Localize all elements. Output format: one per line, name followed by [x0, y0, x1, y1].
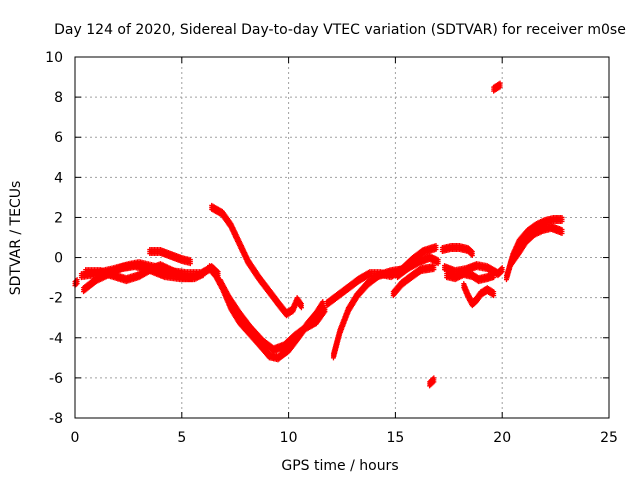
x-tick-label: 0 [71, 430, 80, 446]
x-tick-label: 20 [493, 430, 511, 446]
plot-frame [74, 56, 610, 419]
y-tick-label: 6 [54, 130, 63, 146]
scatter-point-track-s [497, 84, 503, 90]
x-tick-label: 10 [280, 430, 298, 446]
scatter-point-track-q [559, 218, 565, 224]
y-axis-label: SDTVAR / TECUs [8, 181, 24, 296]
scatter-point-track-j [431, 267, 437, 273]
y-tick-label: 4 [54, 170, 63, 186]
y-tick-label: -2 [49, 291, 63, 307]
scatter-point-track-p [491, 293, 497, 299]
scatter-point-track-k [435, 261, 441, 267]
y-tick-label: -6 [49, 371, 63, 387]
y-tick-label: -4 [49, 331, 63, 347]
gridlines [75, 57, 609, 418]
scatter-point-track-g [322, 309, 328, 315]
x-tick-label: 25 [600, 430, 618, 446]
y-tick-label: 8 [54, 90, 63, 106]
scatter-point-track-r [559, 230, 565, 236]
scatter-point-track-c [200, 273, 206, 279]
scatter-point-track-l [431, 379, 437, 385]
x-axis-label: GPS time / hours [281, 458, 398, 474]
x-tick-label: 15 [386, 430, 404, 446]
data-points [72, 80, 565, 389]
scatter-point-track-e [298, 305, 304, 311]
x-tick-label: 5 [177, 430, 186, 446]
y-tick-label: 2 [54, 210, 63, 226]
scatter-point-track-n [499, 269, 505, 275]
y-tick-label: -8 [49, 411, 63, 427]
y-tick-label: 10 [45, 50, 63, 66]
axes [74, 56, 610, 419]
scatter-point-track-m [469, 253, 475, 259]
scatter-point-track-i [433, 247, 439, 253]
chart-title: Day 124 of 2020, Sidereal Day-to-day VTE… [54, 22, 626, 38]
scatter-point-track-d [187, 261, 193, 267]
y-tick-label: 0 [54, 251, 63, 267]
tick-labels: 0 5 10 15 20 25 -8 -6 -4 -2 0 2 4 6 8 10 [45, 50, 618, 446]
scatter-point-track-o [491, 275, 497, 281]
